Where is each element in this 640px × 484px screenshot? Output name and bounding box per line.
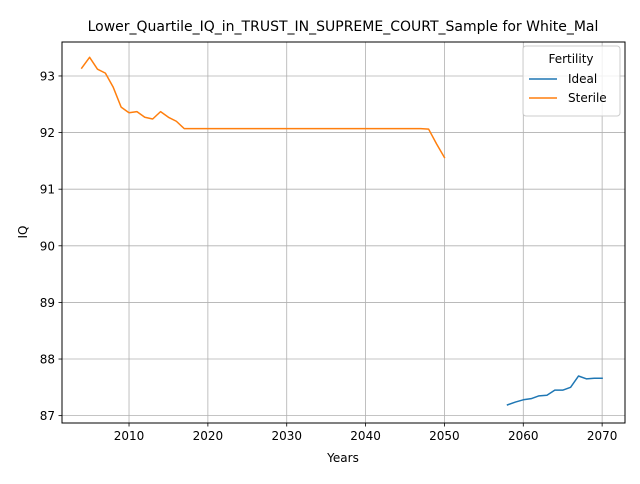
- x-tick-label: 2050: [429, 429, 460, 443]
- y-tick-label: 92: [40, 126, 55, 140]
- legend-label-ideal: Ideal: [568, 72, 597, 86]
- x-tick-label: 2060: [508, 429, 539, 443]
- y-tick-label: 91: [40, 183, 55, 197]
- series-lines: [80, 56, 603, 406]
- x-tick-label: 2030: [271, 429, 302, 443]
- x-tick-label: 2040: [350, 429, 381, 443]
- axis-ticks: 2010 2020 2030 2040 2050 2060 2070 87 88 89 90 91 92…: [40, 69, 618, 443]
- legend-title: Fertility: [548, 52, 593, 66]
- x-axis-label: Years: [326, 451, 359, 465]
- y-tick-label: 89: [40, 296, 55, 310]
- y-tick-label: 87: [40, 409, 55, 423]
- series-line-ideal: [506, 375, 603, 406]
- legend: Fertility Ideal Sterile: [522, 45, 621, 117]
- x-tick-label: 2020: [193, 429, 224, 443]
- y-tick-label: 88: [40, 353, 55, 367]
- legend-label-sterile: Sterile: [568, 91, 607, 105]
- y-tick-label: 93: [40, 69, 55, 83]
- series-line-sterile: [80, 56, 446, 159]
- grid-lines: [62, 42, 625, 423]
- chart-title: Lower_Quartile_IQ_in_TRUST_IN_SUPREME_CO…: [88, 19, 599, 35]
- x-tick-label: 2070: [587, 429, 618, 443]
- y-axis-label: IQ: [16, 226, 30, 239]
- x-tick-label: 2010: [114, 429, 145, 443]
- y-tick-label: 90: [40, 239, 55, 253]
- plot-frame: [61, 41, 626, 424]
